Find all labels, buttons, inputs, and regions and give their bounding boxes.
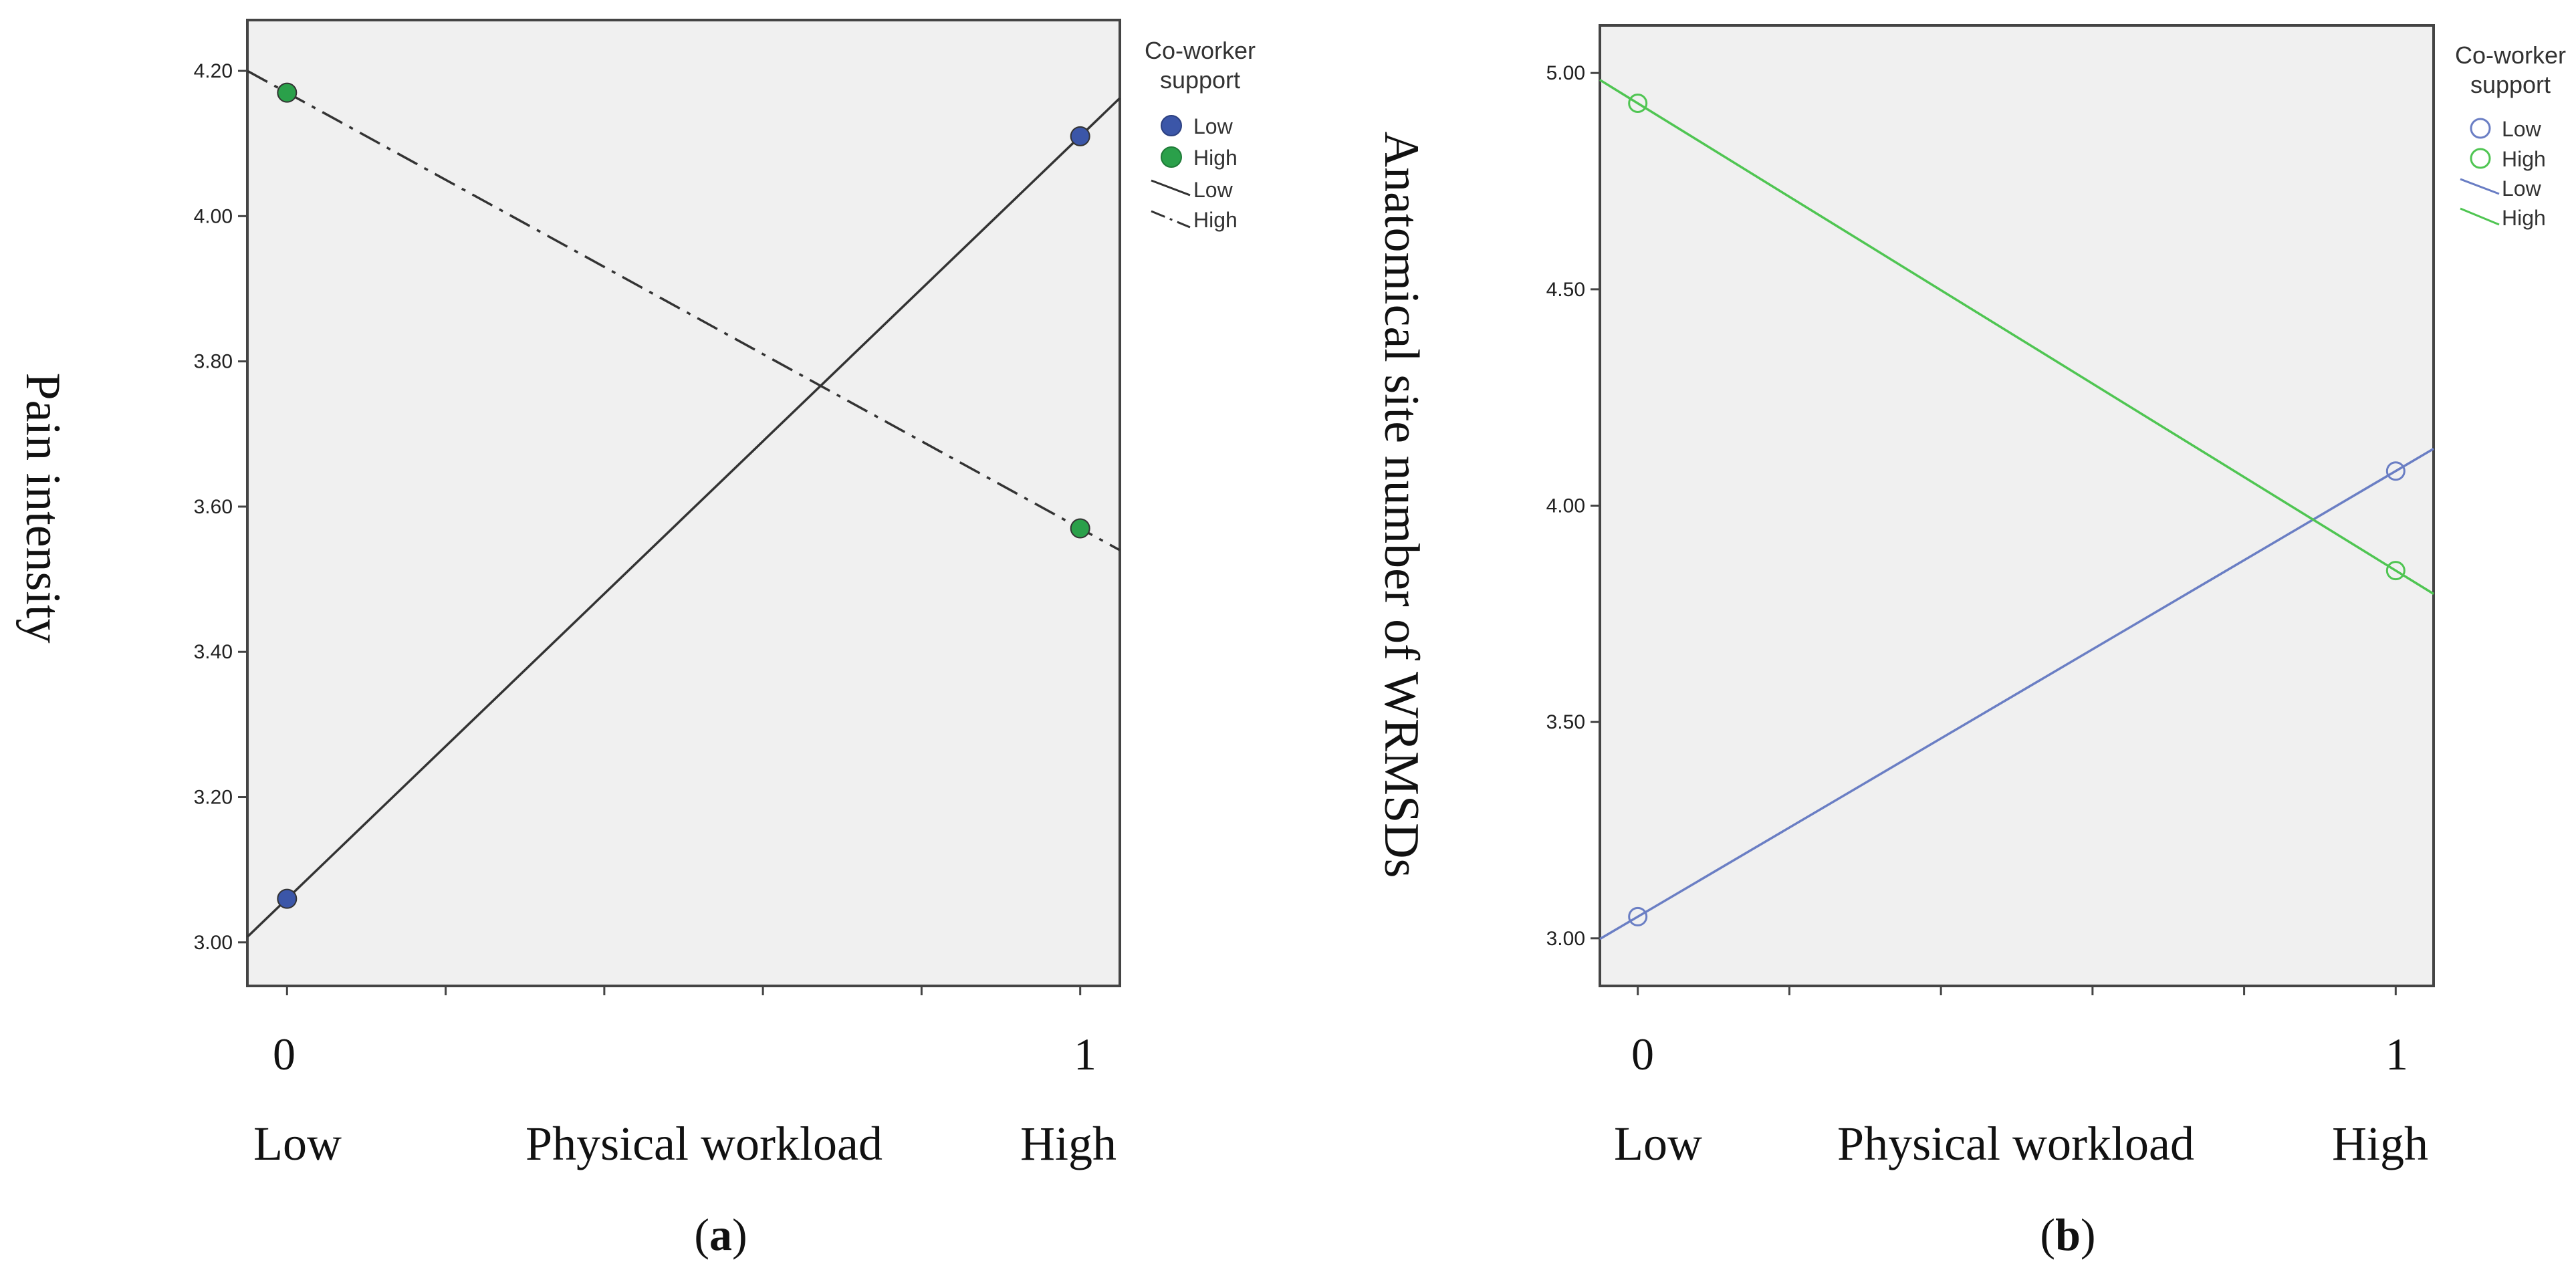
x-tick-label-1-a: 1 <box>1074 1029 1096 1079</box>
legend-label-marker-low-b: Low <box>2502 117 2542 141</box>
x-category-low-b: Low <box>1614 1117 1702 1170</box>
series-group-a <box>246 70 1121 938</box>
y-tick-label-5-a: 4.00 <box>194 205 233 227</box>
data-point-low-1-a <box>1070 126 1090 146</box>
legend-line-high-b <box>2460 207 2500 226</box>
y-tick-label-3-a: 3.60 <box>194 496 233 518</box>
legend-title-a-line2: support <box>1160 66 1240 94</box>
legend-label-marker-high-a: High <box>1193 146 1238 170</box>
y-tick-label-4-a: 3.80 <box>194 351 233 373</box>
series-group-b <box>1599 79 2434 940</box>
data-point-high-1-a <box>1070 518 1090 539</box>
y-tick-label-4-b: 5.00 <box>1546 62 1585 84</box>
data-point-low-0-a <box>277 888 298 909</box>
legend-label-marker-high-b: High <box>2502 147 2546 171</box>
panel-label-a: (a) <box>694 1209 747 1260</box>
legend-marker-high-b <box>2470 148 2491 169</box>
series-line-low-a <box>246 97 1121 938</box>
y-axis-b: 3.00 3.50 4.00 4.50 5.00 <box>1546 62 1600 950</box>
legend-label-line-high-b: High <box>2502 206 2546 230</box>
chart-panel-a: Pain intensity 3.00 3.20 3.40 3.60 3.80 4.00 4… <box>15 19 1256 1260</box>
plot-area-b <box>1599 24 2435 987</box>
legend-line-low-b <box>2460 178 2500 195</box>
legend-a: Co-worker support Low High Low High <box>1145 37 1256 232</box>
x-axis-title-b: Physical workload <box>1837 1117 2194 1170</box>
legend-line-low-a <box>1151 179 1191 197</box>
data-point-low-0-b <box>1628 906 1648 926</box>
data-point-low-1-b <box>2385 461 2406 481</box>
legend-line-high-a <box>1151 210 1191 229</box>
series-line-high-a <box>247 70 1121 551</box>
data-point-high-0-b <box>1628 94 1648 114</box>
legend-label-marker-low-a: Low <box>1193 114 1234 138</box>
legend-label-line-low-a: Low <box>1193 178 1234 202</box>
y-tick-label-0-a: 3.00 <box>194 932 233 954</box>
y-axis-a: 3.00 3.20 3.40 3.60 3.80 4.00 4.20 <box>194 60 247 954</box>
y-tick-label-1-b: 3.50 <box>1546 711 1585 733</box>
legend-marker-high-a <box>1161 146 1182 168</box>
legend-b: Co-worker support Low High Low High <box>2455 41 2566 230</box>
panel-label-b: (b) <box>2040 1209 2095 1260</box>
data-point-high-0-a <box>277 82 298 103</box>
x-category-low-a: Low <box>253 1117 342 1170</box>
y-tick-label-3-b: 4.50 <box>1546 279 1585 301</box>
y-tick-label-2-b: 4.00 <box>1546 495 1585 517</box>
legend-marker-low-b <box>2470 118 2491 139</box>
legend-label-line-low-b: Low <box>2502 176 2542 201</box>
x-tick-label-1-b: 1 <box>2385 1029 2408 1079</box>
y-tick-label-1-a: 3.20 <box>194 787 233 809</box>
plot-area-a <box>246 19 1121 987</box>
legend-title-a: Co-worker <box>1145 37 1256 64</box>
y-axis-title-b: Anatomical site number of WRMSDs <box>1374 132 1429 878</box>
y-tick-label-0-b: 3.00 <box>1546 928 1585 950</box>
legend-title-b: Co-worker <box>2455 41 2566 69</box>
legend-label-line-high-a: High <box>1193 208 1238 232</box>
series-line-low-b <box>1599 447 2434 940</box>
series-line-high-b <box>1599 79 2434 596</box>
x-tick-label-0-b: 0 <box>1631 1029 1654 1079</box>
x-axis-b <box>1637 986 2397 995</box>
legend-marker-low-a <box>1161 115 1182 136</box>
x-category-high-a: High <box>1020 1117 1117 1170</box>
x-tick-label-0-a: 0 <box>273 1029 296 1079</box>
legend-title-b-line2: support <box>2470 71 2551 98</box>
y-tick-label-2-a: 3.40 <box>194 641 233 663</box>
y-tick-label-6-a: 4.20 <box>194 60 233 82</box>
data-point-high-1-b <box>2385 561 2406 581</box>
y-axis-title-a: Pain intensity <box>15 373 70 644</box>
x-axis-a <box>285 986 1082 995</box>
x-axis-title-a: Physical workload <box>525 1117 883 1170</box>
x-category-high-b: High <box>2332 1117 2428 1170</box>
chart-panel-b: Anatomical site number of WRMSDs 3.00 3.5… <box>1374 24 2566 1260</box>
